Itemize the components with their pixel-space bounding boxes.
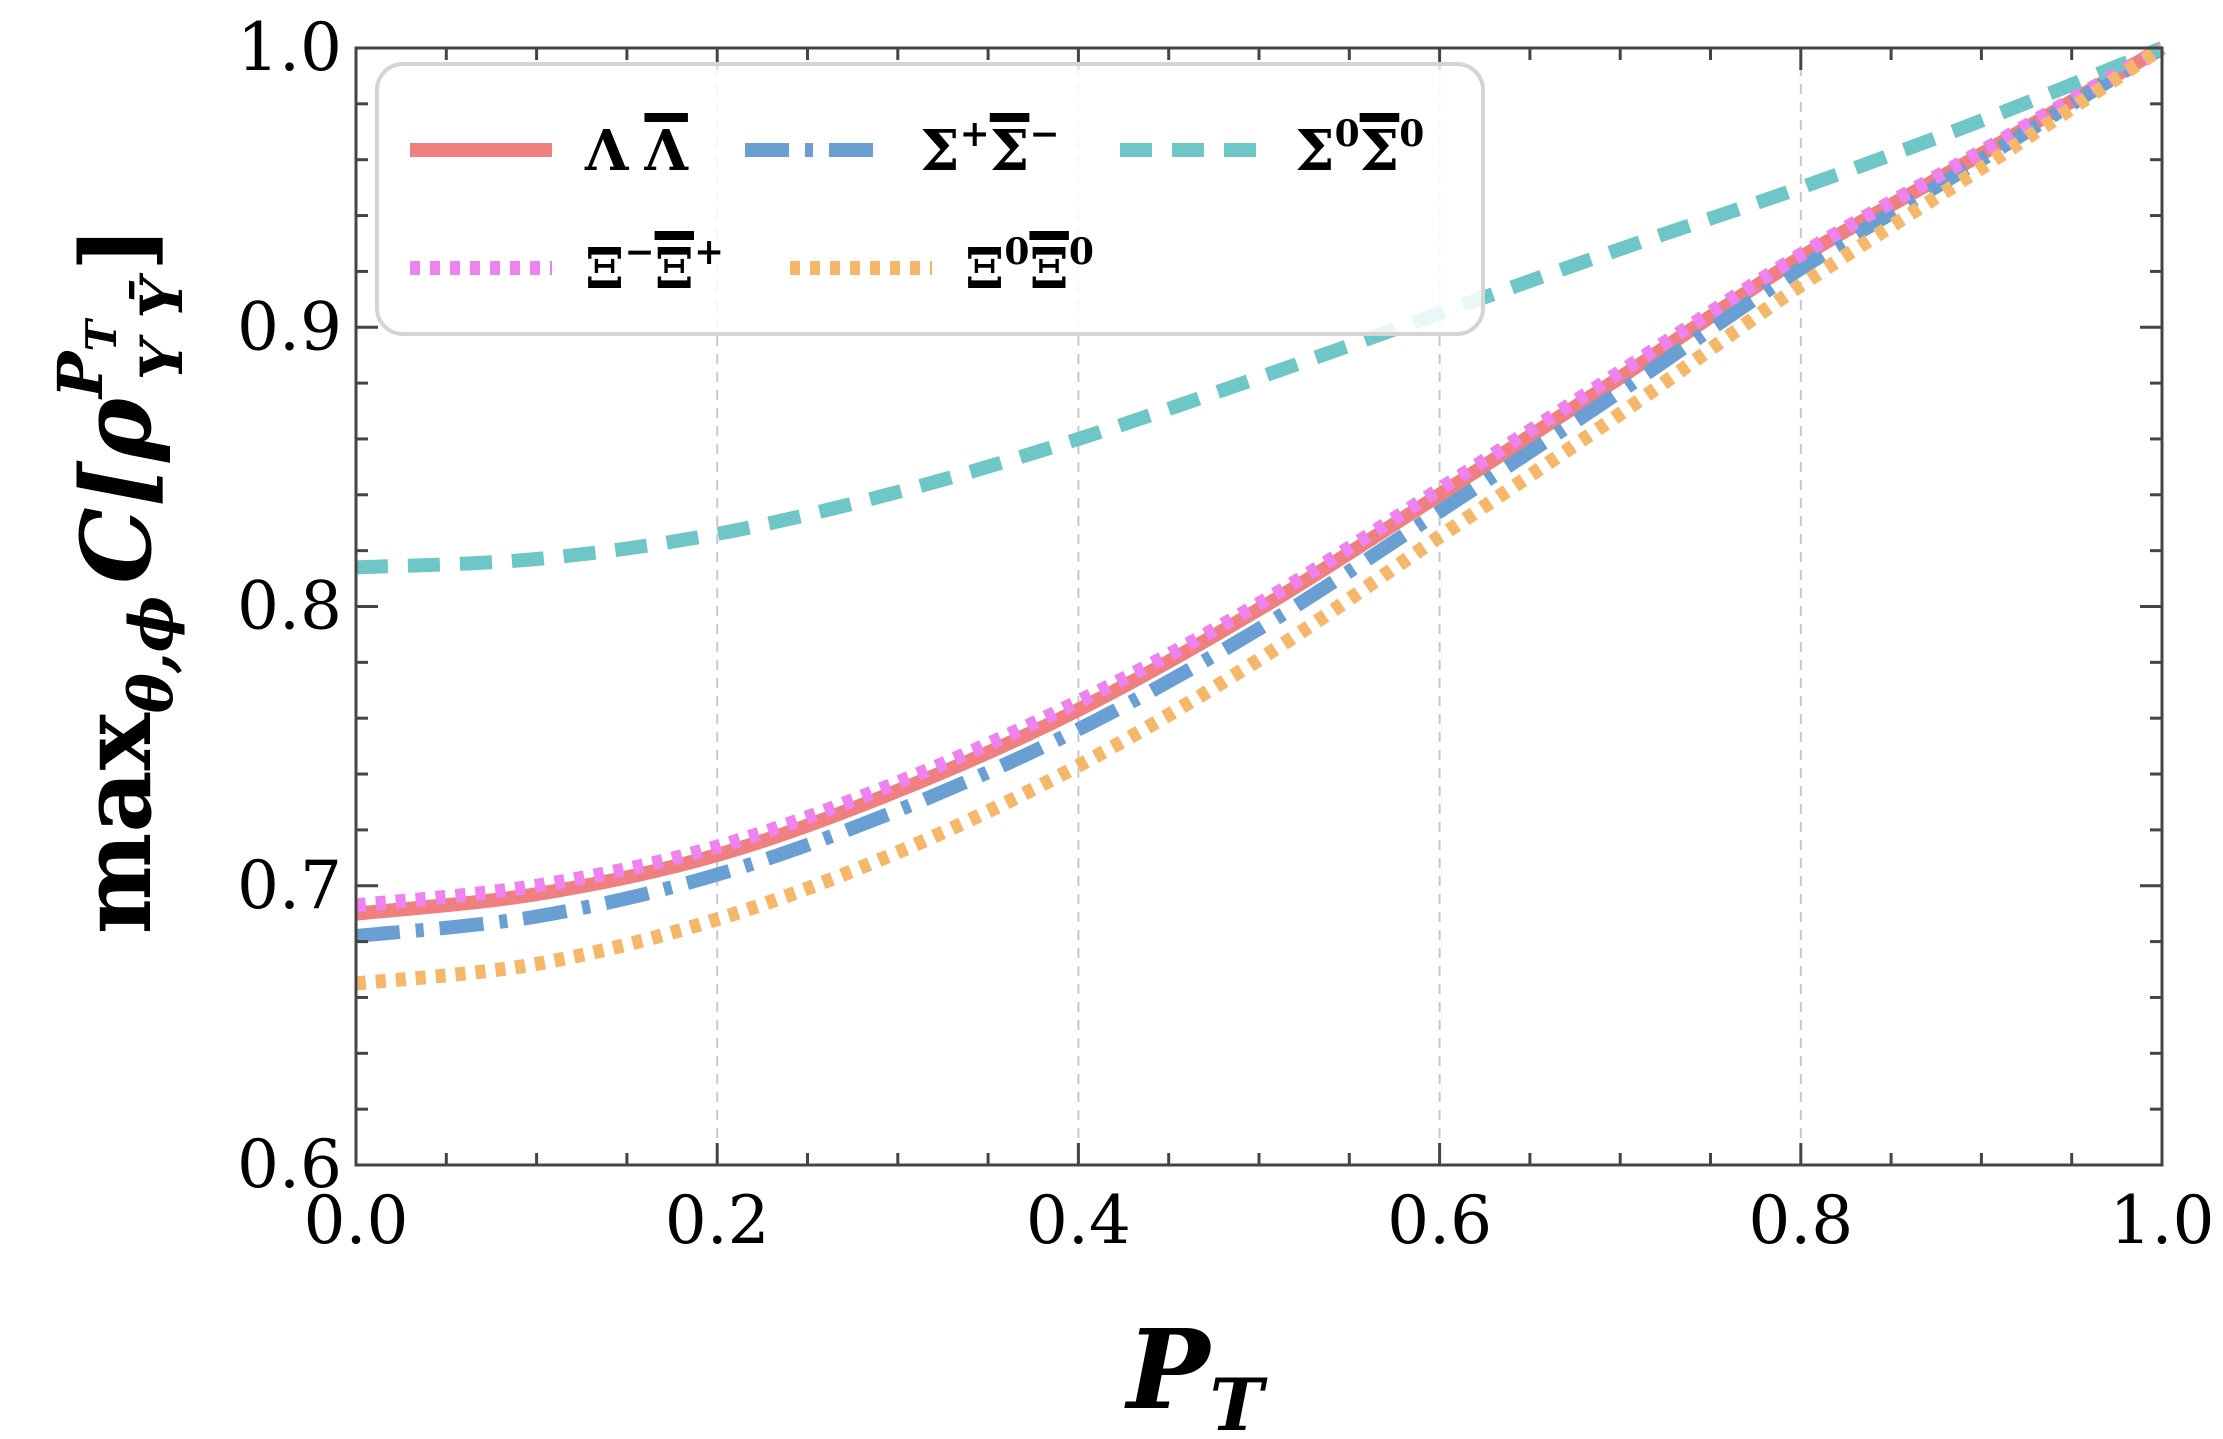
legend-label-sup-3: − (624, 231, 654, 273)
y-tick-label-0: 0.6 (237, 1126, 342, 1203)
y-axis-title-lowsub: Y Ȳ (128, 272, 196, 381)
y-axis-title-func: C[ρ (60, 397, 173, 584)
x-axis-title: PT (1124, 1305, 1268, 1439)
legend-label-bar-2: Σ (1360, 118, 1400, 184)
x-tick-label-0: 0.0 (304, 1182, 409, 1259)
x-tick-label-2: 0.4 (1026, 1182, 1131, 1259)
legend-label-bar-sup-3: + (694, 231, 724, 273)
legend-label-4: Ξ0Ξ0 (965, 231, 1094, 302)
legend-label-main-4: Ξ (965, 236, 1004, 302)
series-group (355, 41, 2166, 991)
legend-label-sup-2: 0 (1335, 113, 1360, 155)
legend-label-bar-3: Ξ (655, 236, 694, 302)
x-tick-label-3: 0.6 (1387, 1182, 1492, 1259)
legend-label-bar-1: Σ (990, 118, 1030, 184)
legend-label-1: Σ+Σ− (920, 113, 1060, 184)
x-axis-title-main: P (1124, 1305, 1213, 1434)
legend-label-bar-sup-4: 0 (1069, 231, 1094, 273)
y-axis-title-sub: θ,ϕ (117, 596, 187, 713)
y-axis-title-supsub: T (77, 317, 126, 351)
tick-labels: 0.0 0.2 0.4 0.6 0.8 1.0 0.6 0.7 0.8 0.9 1.0 (237, 9, 2214, 1259)
legend-box (375, 62, 1485, 336)
legend-label-sup-1: + (960, 113, 990, 155)
legend-label-main-0: Λ (584, 118, 630, 184)
x-tick-label-5: 1.0 (2110, 1182, 2215, 1259)
x-tick-label-4: 0.8 (1748, 1182, 1853, 1259)
y-tick-label-2: 0.8 (237, 568, 342, 645)
series-line-3 (355, 41, 2166, 913)
legend-label-sup-4: 0 (1004, 231, 1029, 273)
x-axis-title-sub: T (1210, 1362, 1268, 1439)
y-axis-title: maxθ,ϕ C[ρPTY Ȳ] (44, 226, 196, 934)
y-axis-title-prefix: max (60, 712, 173, 934)
series-line-1 (355, 42, 2166, 943)
series-line-4 (355, 42, 2166, 991)
y-axis-title-sup: P (44, 349, 117, 400)
legend-label-3: Ξ−Ξ+ (585, 231, 724, 302)
legend-label-bar-4: Ξ (1029, 236, 1068, 302)
legend-label-bar-sup-2: 0 (1399, 113, 1424, 155)
y-tick-label-4: 1.0 (237, 9, 342, 86)
series-line-2 (355, 41, 2165, 575)
legend-label-main-2: Σ (1295, 118, 1335, 184)
x-tick-label-1: 0.2 (665, 1182, 770, 1259)
legend-label-main-1: Σ (920, 118, 960, 184)
legend-label-bar-0: Λ (643, 118, 689, 184)
y-axis-title-suffix: ] (60, 226, 173, 271)
legend-label-bar-sup-1: − (1029, 113, 1059, 155)
y-tick-label-1: 0.7 (237, 847, 342, 924)
y-tick-label-3: 0.9 (237, 288, 342, 365)
legend-label-2: Σ0Σ0 (1295, 113, 1424, 184)
ticks (354, 46, 2164, 1167)
legend-label-main-3: Ξ (585, 236, 624, 302)
